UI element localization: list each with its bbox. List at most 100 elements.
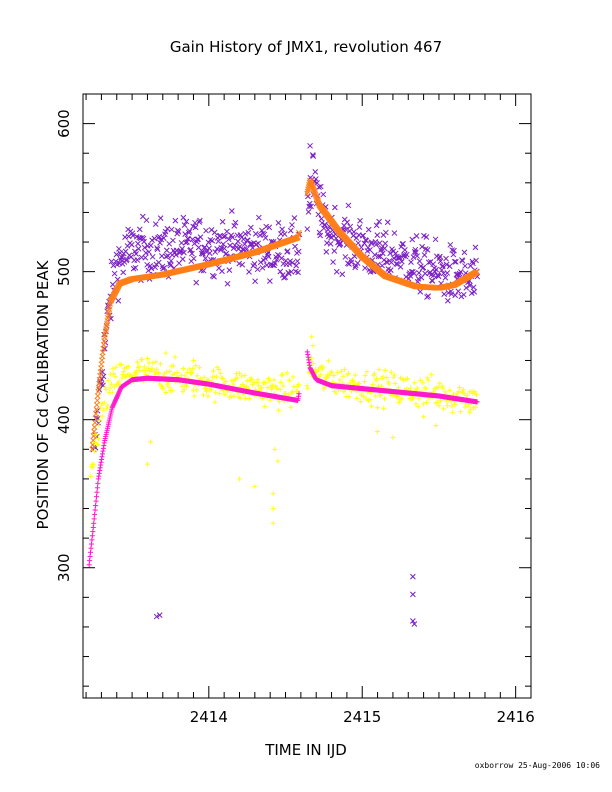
data-point (94, 441, 100, 447)
data-point (157, 361, 163, 367)
data-point (354, 395, 360, 401)
data-point (440, 262, 446, 269)
data-point (289, 259, 296, 266)
data-point (333, 268, 340, 275)
data-point (447, 387, 453, 393)
data-point (355, 240, 362, 246)
data-point (180, 214, 187, 221)
data-point (316, 184, 322, 190)
data-point (212, 399, 218, 405)
series-4 (86, 349, 480, 568)
data-point (279, 226, 285, 233)
data-point (375, 405, 381, 411)
data-point (308, 203, 314, 210)
data-point (421, 252, 428, 258)
data-point (219, 375, 225, 381)
data-point (187, 246, 194, 253)
data-point (274, 385, 280, 391)
data-point (462, 404, 468, 410)
data-point (108, 258, 115, 265)
data-point (268, 261, 274, 268)
data-point (175, 228, 182, 235)
data-point (152, 264, 158, 271)
data-point (362, 265, 368, 271)
data-point (279, 372, 285, 378)
data-point (197, 365, 203, 371)
data-point (266, 224, 273, 231)
data-point (275, 220, 282, 226)
data-point (425, 259, 432, 266)
data-point (163, 247, 170, 254)
data-point (370, 382, 376, 388)
data-point (287, 227, 294, 234)
data-point (442, 389, 448, 395)
data-point (219, 268, 225, 275)
data-point (460, 291, 467, 298)
data-point (139, 357, 145, 363)
data-point (145, 267, 152, 274)
data-point (257, 232, 263, 239)
data-point (384, 375, 390, 381)
data-point (429, 278, 436, 284)
data-point (162, 228, 169, 235)
data-point (457, 268, 464, 275)
data-point (200, 392, 206, 398)
data-point (411, 270, 417, 277)
data-point (108, 381, 114, 387)
data-point (354, 260, 361, 267)
data-point (452, 292, 459, 299)
data-point (436, 255, 443, 262)
data-point (275, 458, 281, 464)
data-point (277, 387, 283, 393)
data-point (396, 399, 402, 405)
data-point (156, 233, 163, 240)
data-point (425, 293, 432, 299)
data-point (93, 503, 99, 509)
data-point (254, 266, 261, 273)
data-point (236, 476, 242, 482)
data-point (272, 446, 278, 452)
data-point (203, 227, 209, 234)
series-2 (89, 177, 480, 453)
data-point (148, 439, 154, 445)
data-point (141, 364, 147, 370)
chart-title: Gain History of JMX1, revolution 467 (170, 38, 442, 56)
data-point (130, 232, 136, 239)
data-point (381, 405, 387, 411)
data-point (96, 423, 102, 429)
plot-frame (82, 93, 532, 699)
data-point (470, 405, 476, 411)
data-point (166, 384, 172, 390)
data-point (461, 391, 467, 397)
data-point (168, 257, 174, 264)
data-point (225, 236, 232, 243)
data-point (350, 377, 356, 383)
data-point (239, 261, 246, 268)
data-point (240, 236, 247, 243)
data-point (170, 237, 176, 244)
data-point (149, 237, 155, 244)
data-point (278, 255, 285, 262)
data-point (197, 217, 203, 224)
data-point (339, 271, 346, 278)
data-point (174, 370, 180, 376)
data-point (342, 366, 348, 372)
data-point (261, 231, 268, 238)
data-point (327, 241, 334, 247)
data-point (390, 434, 396, 440)
data-point (413, 233, 420, 239)
data-point (456, 272, 462, 279)
data-point (236, 370, 242, 376)
data-point (348, 259, 355, 266)
data-point (379, 250, 386, 257)
data-point (206, 250, 213, 257)
data-point (119, 375, 125, 381)
data-point (391, 230, 398, 236)
data-point (451, 258, 458, 265)
data-point (97, 417, 103, 423)
data-point (414, 253, 421, 259)
data-point (200, 267, 207, 274)
data-point (155, 370, 161, 376)
data-point (413, 249, 419, 256)
data-point (242, 372, 248, 378)
